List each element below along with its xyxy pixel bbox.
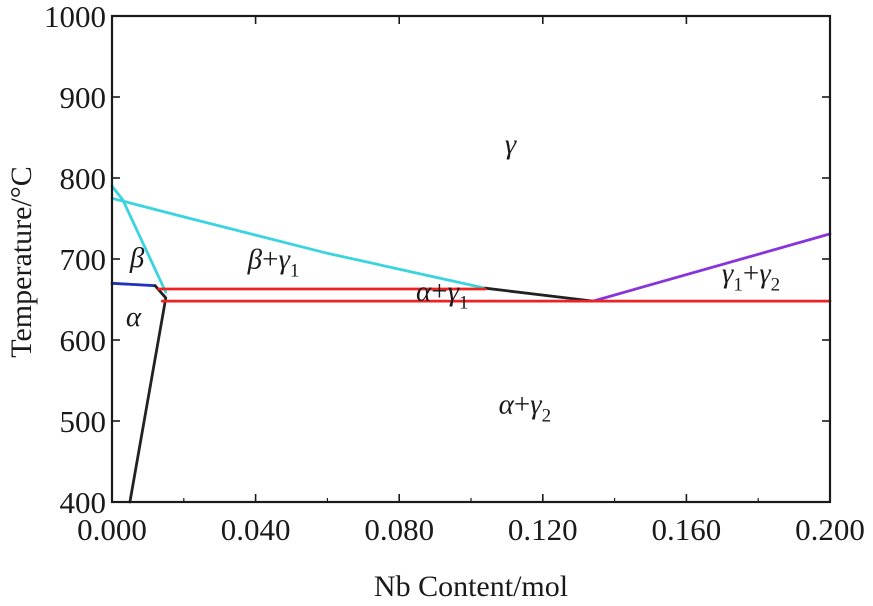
region-label-part: + bbox=[262, 244, 278, 276]
region-label-gamma1-gamma2: γ1+γ2 bbox=[722, 257, 780, 295]
region-label-part: γ bbox=[759, 257, 772, 289]
phase-boundary-5 bbox=[483, 286, 595, 303]
region-label-part: 1 bbox=[459, 292, 469, 313]
series-layer bbox=[110, 184, 832, 504]
region-label-beta-gamma1: β+γ1 bbox=[247, 244, 300, 282]
region-label-alpha: α bbox=[126, 301, 142, 333]
x-tick-label: 0.040 bbox=[221, 512, 291, 547]
region-label-part: γ bbox=[448, 275, 461, 307]
y-tick-label: 1000 bbox=[44, 0, 106, 34]
phase-boundary-6 bbox=[591, 232, 832, 303]
y-tick-label: 700 bbox=[60, 242, 107, 277]
phase-boundary-2 bbox=[110, 196, 487, 290]
region-label-part: β bbox=[247, 244, 263, 276]
region-label-part: γ bbox=[530, 389, 543, 421]
tick-layer: 0.000 0.040 0.080 0.120 0.160 0.200 400 500 600 7… bbox=[44, 0, 865, 547]
region-label-part: 2 bbox=[542, 406, 552, 427]
y-tick-label: 400 bbox=[60, 485, 107, 520]
region-label-beta: β bbox=[129, 242, 145, 274]
region-label-alpha-gamma2: α+γ2 bbox=[499, 389, 552, 427]
region-label-part: + bbox=[743, 257, 759, 289]
y-axis-title: Temperature/°C bbox=[5, 166, 38, 357]
y-tick-label: 900 bbox=[60, 80, 107, 115]
x-tick-label: 0.120 bbox=[508, 512, 578, 547]
region-label-part: 1 bbox=[733, 274, 743, 295]
region-label-part: γ bbox=[722, 257, 735, 289]
x-axis-title: Nb Content/mol bbox=[374, 570, 568, 603]
region-label-part: 2 bbox=[771, 274, 781, 295]
region-label-part: γ bbox=[278, 244, 291, 276]
x-tick-label: 0.000 bbox=[77, 512, 147, 547]
region-label-part: α bbox=[499, 389, 515, 421]
y-tick-label: 800 bbox=[60, 161, 107, 196]
x-tick-label: 0.080 bbox=[364, 512, 434, 547]
region-label-part: + bbox=[514, 389, 530, 421]
region-label-gamma: γ bbox=[505, 129, 518, 161]
x-tick-label: 0.160 bbox=[652, 512, 722, 547]
region-label-part: + bbox=[431, 275, 447, 307]
region-label-part: β bbox=[129, 242, 145, 274]
y-tick-label: 600 bbox=[60, 323, 107, 358]
region-label-part: 1 bbox=[290, 261, 300, 282]
region-label-part: γ bbox=[505, 129, 518, 161]
region-label-alpha-gamma1: α+γ1 bbox=[416, 275, 469, 313]
y-tick-label: 500 bbox=[60, 404, 107, 439]
region-label-part: α bbox=[416, 275, 432, 307]
phase-boundary-1 bbox=[110, 184, 168, 294]
phase-boundary-3 bbox=[110, 281, 157, 288]
x-tick-label: 0.200 bbox=[795, 512, 865, 547]
region-label-part: α bbox=[126, 301, 142, 333]
